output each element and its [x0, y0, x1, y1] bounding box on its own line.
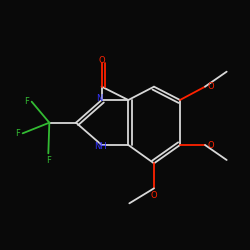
Text: N: N	[96, 94, 102, 103]
Text: F: F	[46, 156, 51, 165]
Text: F: F	[24, 97, 29, 106]
Text: O: O	[98, 56, 105, 65]
Text: O: O	[151, 191, 157, 200]
Text: O: O	[208, 82, 214, 91]
Text: NH: NH	[94, 142, 107, 151]
Text: F: F	[15, 129, 20, 138]
Text: O: O	[208, 140, 214, 149]
